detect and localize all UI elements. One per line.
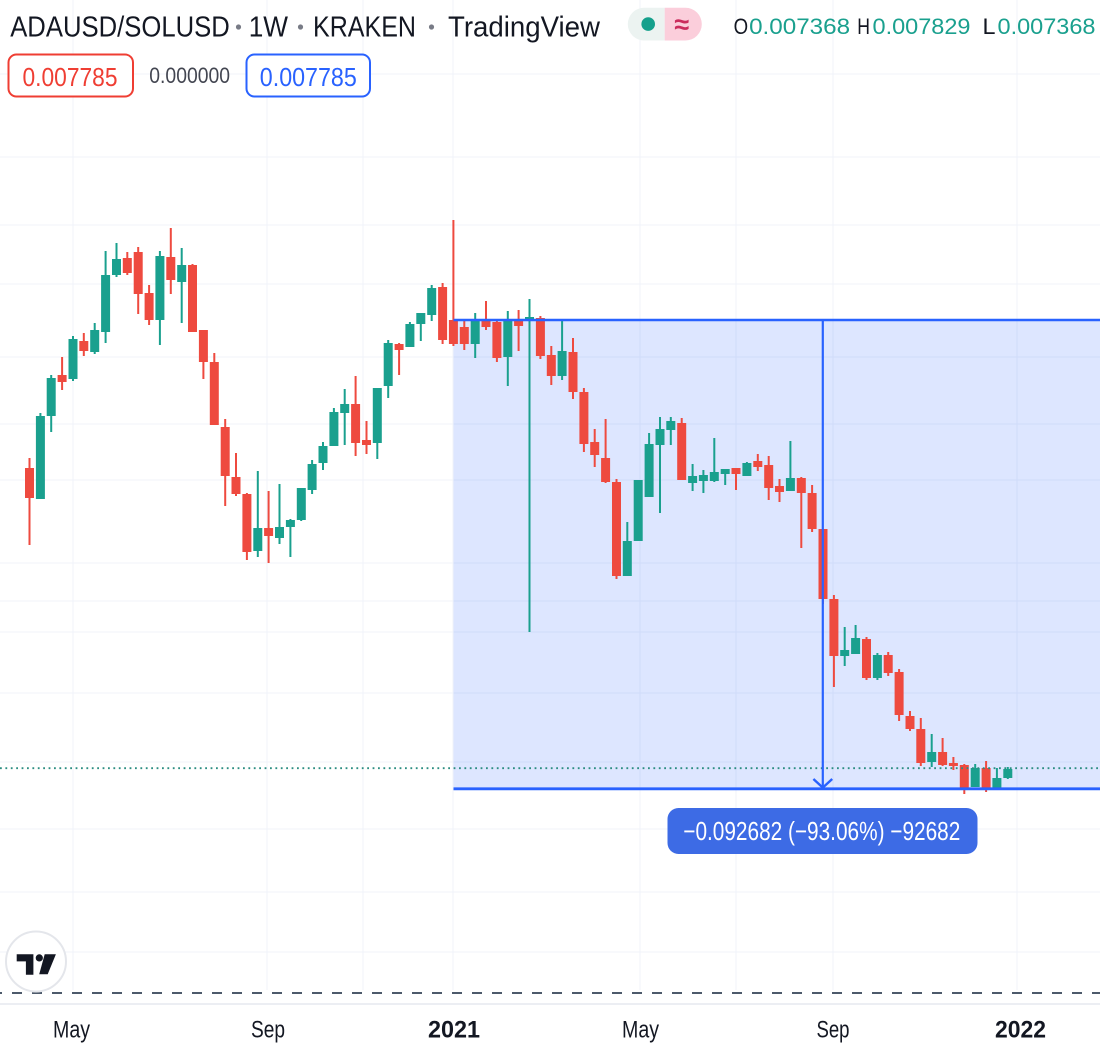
svg-text:2021: 2021 [428,1016,480,1043]
svg-text:0.007829: 0.007829 [873,14,971,39]
svg-text:May: May [622,1016,659,1043]
svg-text:L: L [983,14,996,39]
svg-text:−0.092682 (−93.06%) −92682: −0.092682 (−93.06%) −92682 [683,816,960,846]
svg-text:0.007785: 0.007785 [260,62,357,92]
svg-text:H: H [857,14,870,39]
svg-text:May: May [53,1016,90,1043]
svg-text:Sep: Sep [251,1016,285,1043]
svg-text:2022: 2022 [995,1016,1046,1043]
svg-text:1W: 1W [249,12,289,44]
svg-text:0.007785: 0.007785 [23,62,118,92]
svg-text:Sep: Sep [817,1016,850,1043]
svg-text:≈: ≈ [674,10,689,40]
svg-text:0.000000: 0.000000 [149,63,230,88]
svg-text:ADAUSD/SOLUSD: ADAUSD/SOLUSD [10,12,230,44]
svg-text:0.007368: 0.007368 [749,14,850,39]
svg-text:TradingView: TradingView [448,12,601,44]
svg-text:0.007368: 0.007368 [998,14,1096,39]
svg-text:KRAKEN: KRAKEN [313,12,416,44]
svg-text:O: O [734,14,749,39]
